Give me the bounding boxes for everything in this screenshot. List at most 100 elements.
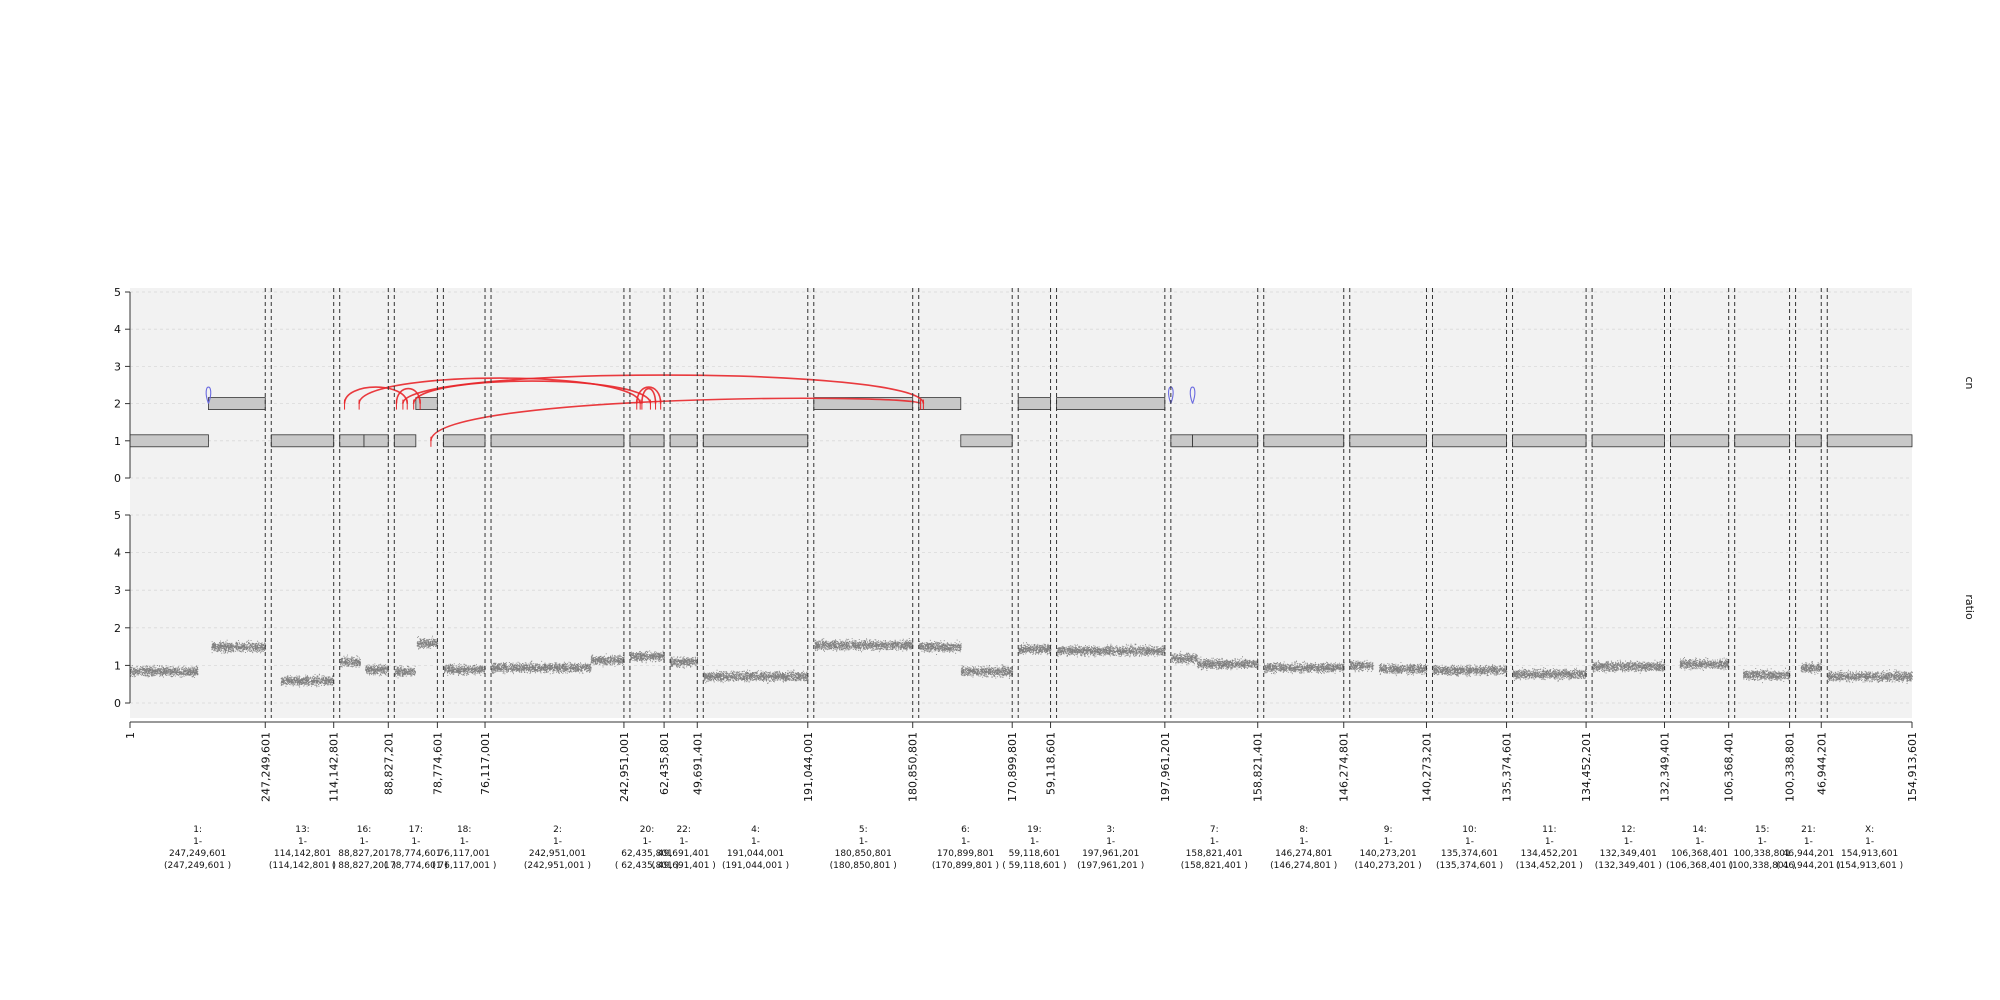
window-label-line: 11: <box>1542 825 1556 835</box>
window-label-line: 1- <box>1384 837 1393 847</box>
window-label-line: 158,821,401 <box>1186 849 1243 859</box>
x-tick-label: 134,452,201 <box>1580 732 1593 802</box>
x-tick-label: 135,374,601 <box>1501 732 1514 802</box>
window-label-line: 170,899,801 <box>937 849 994 859</box>
window-label-line: (180,850,801 ) <box>830 861 897 871</box>
window-label-line: 2: <box>553 825 562 835</box>
window-label-line: 9: <box>1384 825 1393 835</box>
window-separators <box>264 288 1828 718</box>
x-tick-label: 146,274,801 <box>1338 732 1351 802</box>
x-tick-label: 154,913,601 <box>1906 732 1919 802</box>
window-label-line: 197,961,201 <box>1082 849 1139 859</box>
window-label-line: ( 78,774,601 ) <box>384 861 448 871</box>
cn-y-tick-label: 2 <box>114 398 121 411</box>
window-label-line: 1- <box>411 837 420 847</box>
window-label-line: 1- <box>679 837 688 847</box>
cn-segment <box>208 397 266 411</box>
window-label-line: 1- <box>193 837 202 847</box>
window-label-line: 1- <box>298 837 307 847</box>
window-label-line: 154,913,601 <box>1841 849 1898 859</box>
window-label-line: 242,951,001 <box>529 849 586 859</box>
cn-segment <box>270 434 335 448</box>
window-label-line: 1- <box>1465 837 1474 847</box>
window-label-line: 6: <box>961 825 970 835</box>
cn-segment <box>1192 434 1259 448</box>
ratio-y-tick-label: 2 <box>114 622 121 635</box>
cn-y-tick-label: 3 <box>114 360 121 373</box>
x-tick-label: 49,691,401 <box>691 732 704 795</box>
ratio-y-tick-label: 3 <box>114 584 121 597</box>
window-label-line: 1- <box>1106 837 1115 847</box>
window-label-line: 1- <box>553 837 562 847</box>
window-label-line: 146,274,801 <box>1275 849 1332 859</box>
window-label-line: 134,452,201 <box>1521 849 1578 859</box>
cn-y-tick-label: 0 <box>114 472 121 485</box>
window-label-line: 46,944,201 <box>1783 849 1835 859</box>
cn-segments <box>129 397 1913 448</box>
cn-segment <box>1734 434 1790 448</box>
window-labels: 1: 1- 247,249,601 (247,249,601 ) 13: 1- 114,14… <box>164 825 1903 871</box>
window-label-line: 1- <box>961 837 970 847</box>
window-label-line: 5: <box>859 825 868 835</box>
window-label-line: ( 88,827,201 ) <box>332 861 396 871</box>
cn-segment <box>960 434 1013 448</box>
window-label-line: 19: <box>1027 825 1041 835</box>
window-label-line: (100,338,801 ) <box>1729 861 1796 871</box>
window-label-line: 100,338,801 <box>1733 849 1790 859</box>
cn-segment <box>1056 397 1166 411</box>
window-label-line: (140,273,201 ) <box>1355 861 1422 871</box>
window-label-line: 1- <box>1624 837 1633 847</box>
window-label-line: (197,961,201 ) <box>1077 861 1144 871</box>
junction-arcs <box>205 374 1196 447</box>
window-label-line: 62,435,801 <box>621 849 673 859</box>
window-label-line: 49,691,401 <box>658 849 710 859</box>
window-label-line: 1- <box>859 837 868 847</box>
window-label-line: 1- <box>360 837 369 847</box>
x-tick-label: 1 <box>124 732 137 739</box>
cn-segment <box>669 434 698 448</box>
ratio-y-tick-label: 4 <box>114 547 121 560</box>
window-label-line: 76,117,001 <box>438 849 490 859</box>
window-label-line: (114,142,801 ) <box>269 861 336 871</box>
window-label-line: 1- <box>460 837 469 847</box>
x-tick-label: 59,118,601 <box>1045 732 1058 795</box>
x-tick-label: 180,850,801 <box>907 732 920 802</box>
ratio-points <box>130 635 1913 688</box>
window-label-line: 140,273,201 <box>1359 849 1416 859</box>
window-label-line: 191,044,001 <box>727 849 784 859</box>
x-tick-label: 140,273,201 <box>1420 732 1433 802</box>
window-label-line: 10: <box>1462 825 1476 835</box>
window-label-line: (132,349,401 ) <box>1595 861 1662 871</box>
window-label-line: 14: <box>1692 825 1706 835</box>
cn-segment <box>1170 434 1193 448</box>
ratio-y-tick-label: 1 <box>114 659 121 672</box>
x-tick-label: 62,435,801 <box>658 732 671 795</box>
ratio-scatter-points <box>130 635 1913 688</box>
cn-y-tick-label: 5 <box>114 286 121 299</box>
x-tick-label: 197,961,201 <box>1159 732 1172 802</box>
window-label-line: 15: <box>1755 825 1769 835</box>
window-label-line: (247,249,601 ) <box>164 861 231 871</box>
x-tick-label: 100,338,801 <box>1784 732 1797 802</box>
cn-segment <box>129 434 209 448</box>
loop-edge <box>205 386 212 404</box>
cn-segment <box>1670 434 1730 448</box>
x-tick-label: 114,142,801 <box>328 732 341 802</box>
cn-segment <box>629 434 665 448</box>
x-tick-label: 88,827,201 <box>382 732 395 795</box>
cn-segment <box>1349 434 1427 448</box>
window-label-line: 17: <box>409 825 423 835</box>
window-label-line: ( 59,118,601 ) <box>1002 861 1066 871</box>
window-label-line: 1- <box>1299 837 1308 847</box>
junction-arc <box>641 387 657 404</box>
window-label-line: ( 49,691,401 ) <box>652 861 716 871</box>
cn-segment <box>442 434 486 448</box>
window-label-line: 3: <box>1106 825 1115 835</box>
cn-segment <box>1017 397 1051 411</box>
x-tick-label: 242,951,001 <box>618 732 631 802</box>
track-label-ratio: ratio <box>1963 594 1976 620</box>
cn-y-tick-label: 4 <box>114 323 121 336</box>
junction-arc <box>343 386 409 404</box>
window-label-line: 16: <box>357 825 371 835</box>
